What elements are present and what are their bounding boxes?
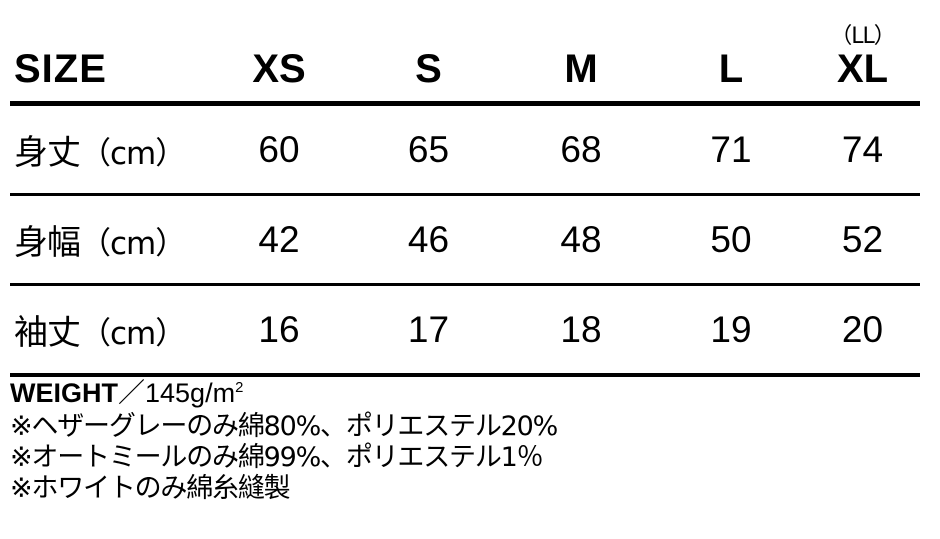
header-cell-xs: XS <box>206 0 352 106</box>
cell-sleeve-length-xl: 20 <box>805 284 920 377</box>
cell-sleeve-length-s: 17 <box>352 284 505 377</box>
weight-value-text: 145g/m <box>145 378 236 408</box>
note-line-oatmeal: ※オートミールのみ綿99%、ポリエステル1％ <box>10 442 544 473</box>
table-row: 袖丈（cm） 16 17 18 19 20 <box>10 284 920 377</box>
size-header-xl-group: （LL） XL <box>805 25 920 101</box>
weight-line: WEIGHT／145g/m2 <box>10 378 930 409</box>
size-header-l: L <box>718 47 744 91</box>
row-label-text: 袖丈 <box>14 313 81 353</box>
note-line-white: ※ホワイトのみ綿糸縫製 <box>10 473 291 504</box>
size-header-m: M <box>564 47 598 91</box>
header-cell-m: M <box>505 0 657 106</box>
header-row: SIZE XS S M L （LL） XL <box>10 0 920 106</box>
row-label-sleeve-length: 袖丈（cm） <box>10 284 206 377</box>
cell-body-width-s: 46 <box>352 194 505 286</box>
header-cell-l: L <box>657 0 805 106</box>
row-label-unit: （cm） <box>80 136 186 172</box>
table-row: 身丈（cm） 60 65 68 71 74 <box>10 103 920 196</box>
row-label-body-width: 身幅（cm） <box>10 194 206 286</box>
table-body: 身丈（cm） 60 65 68 71 74 身幅（cm） 42 46 48 50… <box>10 103 920 377</box>
notes-block: WEIGHT／145g/m2 ※ヘザーグレーのみ綿80%、ポリエステル20% ※… <box>10 378 930 504</box>
cell-body-length-xl: 74 <box>805 103 920 196</box>
cell-body-width-m: 48 <box>505 194 657 286</box>
row-label-unit: （cm） <box>80 226 186 262</box>
weight-value-exponent: 2 <box>235 380 244 396</box>
weight-value: 145g/m2 <box>145 378 243 408</box>
cell-body-length-xs: 60 <box>206 103 352 196</box>
cell-body-width-xl: 52 <box>805 194 920 286</box>
cell-body-length-s: 65 <box>352 103 505 196</box>
cell-body-length-l: 71 <box>657 103 805 196</box>
weight-key: WEIGHT <box>10 378 118 408</box>
size-header-xs: XS <box>252 47 306 91</box>
size-header-s: S <box>415 47 442 91</box>
weight-separator: ／ <box>118 378 145 409</box>
table-row: 身幅（cm） 42 46 48 50 52 <box>10 194 920 286</box>
header-cell-size: SIZE <box>10 0 206 106</box>
cell-sleeve-length-xs: 16 <box>206 284 352 377</box>
cell-body-width-l: 50 <box>657 194 805 286</box>
row-label-unit: （cm） <box>80 316 186 352</box>
size-header-xl-alt-label: （LL） <box>830 24 896 49</box>
table-header: SIZE XS S M L （LL） XL <box>10 0 920 106</box>
cell-sleeve-length-m: 18 <box>505 284 657 377</box>
row-label-text: 身丈 <box>14 133 81 173</box>
size-spec-table: SIZE XS S M L （LL） XL <box>10 0 920 377</box>
header-cell-xl: （LL） XL <box>805 0 920 106</box>
size-header-xl: XL <box>836 47 889 91</box>
size-header-label: SIZE <box>14 47 107 91</box>
cell-body-width-xs: 42 <box>206 194 352 286</box>
cell-sleeve-length-l: 19 <box>657 284 805 377</box>
row-label-text: 身幅 <box>14 223 81 263</box>
row-label-body-length: 身丈（cm） <box>10 103 206 196</box>
header-cell-s: S <box>352 0 505 106</box>
cell-body-length-m: 68 <box>505 103 657 196</box>
note-line-heather-grey: ※ヘザーグレーのみ綿80%、ポリエステル20% <box>10 411 558 442</box>
